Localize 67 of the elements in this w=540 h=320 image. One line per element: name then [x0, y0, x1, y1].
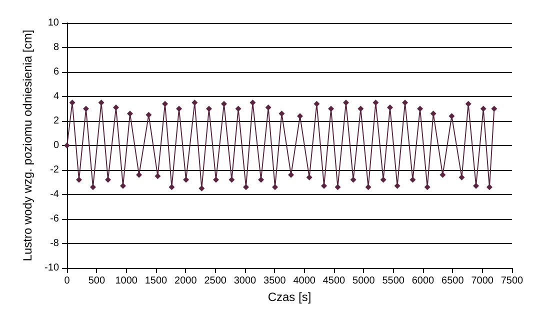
point	[192, 100, 198, 106]
point	[235, 106, 242, 112]
point	[220, 100, 227, 107]
point	[342, 100, 349, 106]
point	[168, 184, 175, 190]
x-tick-label: 4500	[322, 276, 346, 286]
point	[334, 184, 341, 190]
y-axis-title: Lustro wody wzg. poziomu odniesienia [cm]	[20, 30, 35, 262]
point	[491, 106, 498, 112]
x-tick-label: 5500	[382, 276, 405, 286]
y-tick-label: -6	[50, 214, 60, 224]
point	[328, 106, 334, 112]
x-tick-label: 3000	[234, 276, 257, 286]
point	[212, 176, 219, 183]
x-tick-label: 0	[64, 276, 70, 286]
point	[380, 176, 386, 183]
x-tick-label: 3500	[264, 276, 286, 286]
point	[176, 106, 182, 112]
point	[82, 106, 89, 112]
point	[90, 184, 96, 190]
point	[424, 184, 430, 190]
point	[417, 106, 424, 112]
point	[321, 182, 328, 189]
point	[206, 106, 212, 112]
x-tick-label: 7000	[471, 276, 494, 286]
point	[228, 176, 235, 183]
y-tick-label: 2	[53, 116, 60, 126]
x-tick-label: 4000	[293, 276, 316, 286]
x-axis-title: Czas [s]	[268, 290, 312, 304]
point	[198, 185, 205, 192]
y-tick-label: 4	[53, 91, 60, 102]
point	[258, 176, 264, 183]
point	[105, 176, 111, 183]
point	[350, 176, 356, 183]
point	[146, 112, 152, 118]
point	[430, 110, 436, 117]
x-tick-label: 5000	[352, 276, 376, 286]
point	[465, 100, 472, 107]
y-tick-label: 10	[48, 18, 60, 28]
point	[486, 184, 492, 190]
x-tick-label: 6000	[412, 276, 435, 286]
point	[154, 173, 161, 180]
y-tick-label: -2	[50, 164, 60, 176]
point	[272, 184, 278, 190]
y-tick-label: 6	[53, 66, 60, 78]
x-tick-label: 1000	[115, 276, 138, 286]
point	[358, 106, 364, 112]
y-tick-label: 0	[53, 140, 60, 151]
point	[314, 100, 320, 107]
point	[64, 142, 70, 148]
point	[76, 176, 82, 183]
x-tick-label: 2000	[174, 276, 198, 286]
x-tick-label: 500	[88, 276, 106, 286]
x-tick-label: 1500	[144, 276, 168, 286]
y-tick-label: -4	[50, 189, 60, 200]
point	[162, 100, 168, 107]
point	[243, 184, 250, 190]
point	[365, 184, 372, 190]
point	[402, 100, 408, 106]
point	[183, 176, 190, 183]
y-tick-label: -8	[50, 238, 60, 249]
x-tick-label: 6500	[442, 276, 464, 286]
x-tick-label: 2500	[204, 276, 227, 286]
y-tick-label: -10	[44, 262, 60, 274]
y-tick-label: 8	[53, 42, 60, 53]
point	[480, 106, 486, 112]
x-tick-label: 7500	[500, 276, 524, 286]
